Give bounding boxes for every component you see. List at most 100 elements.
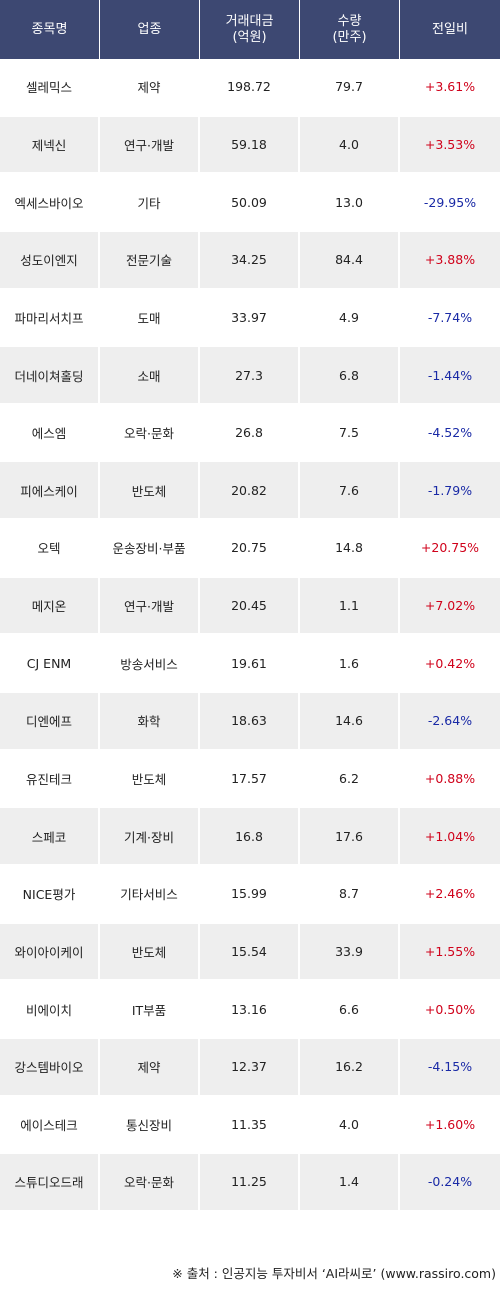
stock-volume: 13.0	[300, 174, 400, 230]
stock-change: +7.02%	[424, 598, 476, 614]
stock-change: +1.60%	[424, 1116, 476, 1132]
stock-name: 스페코	[0, 808, 100, 864]
header-volume: 수량 (만주)	[300, 0, 400, 59]
stock-name: 파마리서치프	[0, 289, 100, 346]
stock-sector: 반도체	[100, 923, 200, 980]
stock-volume: 17.6	[300, 808, 400, 864]
header-name-label: 종목명	[31, 21, 68, 37]
table-row: NICE평가 기타서비스 15.99 8.7 +2.46%	[0, 865, 500, 924]
stock-amount: 11.35	[200, 1096, 300, 1153]
table-row: 강스템바이오 제약 12.37 16.2 -4.15%	[0, 1038, 500, 1097]
stock-name: 피에스케이	[0, 462, 100, 519]
stock-sector: 운송장비·부품	[100, 520, 200, 576]
stock-change: -29.95%	[423, 194, 477, 210]
stock-volume: 6.6	[300, 981, 400, 1037]
stock-change: -2.64%	[427, 713, 473, 729]
stock-volume: 14.8	[300, 520, 400, 576]
stock-amount: 20.75	[200, 520, 300, 576]
header-amount-label: 거래대금 (억원)	[225, 13, 274, 45]
stock-change: +1.04%	[424, 828, 476, 844]
stock-change: -0.24%	[427, 1174, 473, 1190]
table-row: 에스엠 오락·문화 26.8 7.5 -4.52%	[0, 404, 500, 463]
stock-sector: 기타	[100, 174, 200, 230]
table-row: 스페코 기계·장비 16.8 17.6 +1.04%	[0, 808, 500, 866]
header-change-label: 전일비	[432, 21, 468, 37]
table-row: 와이아이케이 반도체 15.54 33.9 +1.55%	[0, 923, 500, 982]
table-row: 오텍 운송장비·부품 20.75 14.8 +20.75%	[0, 520, 500, 578]
stock-volume: 33.9	[300, 923, 400, 980]
header-change: 전일비	[400, 0, 500, 59]
stock-sector: 연구·개발	[100, 116, 200, 173]
stock-change: -7.74%	[427, 309, 473, 325]
stock-sector: 반도체	[100, 462, 200, 519]
stock-volume: 1.4	[300, 1154, 400, 1210]
stock-sector: 제약	[100, 59, 200, 115]
stock-name: 엑세스바이오	[0, 174, 100, 230]
table-body: 셀레믹스 제약 198.72 79.7 +3.61% 제넥신 연구·개발 59.18 4.0 +3…	[0, 59, 500, 1212]
stock-volume: 14.6	[300, 693, 400, 749]
stock-name: 에스엠	[0, 404, 100, 461]
stock-amount: 15.99	[200, 865, 300, 922]
stock-amount: 27.3	[200, 347, 300, 403]
table-header: 종목명 업종 거래대금 (억원) 수량 (만주) 전일비	[0, 0, 500, 59]
stock-name: 메지온	[0, 577, 100, 634]
stock-change: -1.44%	[427, 367, 473, 383]
stock-change: -4.15%	[427, 1059, 473, 1075]
stock-change: +1.55%	[424, 943, 476, 959]
stock-volume: 7.5	[300, 404, 400, 461]
stock-name: 셀레믹스	[0, 59, 100, 115]
table-row: CJ ENM 방송서비스 19.61 1.6 +0.42%	[0, 635, 500, 694]
stock-sector: 기타서비스	[100, 865, 200, 922]
stock-amount: 26.8	[200, 404, 300, 461]
stock-name: 와이아이케이	[0, 923, 100, 980]
stock-sector: 소매	[100, 347, 200, 403]
stock-name: 에이스테크	[0, 1096, 100, 1153]
stock-volume: 7.6	[300, 462, 400, 519]
stock-amount: 19.61	[200, 635, 300, 692]
table-row: 성도이엔지 전문기술 34.25 84.4 +3.88%	[0, 231, 500, 290]
stock-volume: 4.0	[300, 116, 400, 173]
stock-amount: 15.54	[200, 923, 300, 980]
stock-sector: 화학	[100, 693, 200, 749]
stock-sector: 오락·문화	[100, 404, 200, 461]
stock-name: 디엔에프	[0, 693, 100, 749]
header-sector: 업종	[100, 0, 200, 59]
table-row: 유진테크 반도체 17.57 6.2 +0.88%	[0, 750, 500, 809]
table-row: 더네이쳐홀딩 소매 27.3 6.8 -1.44%	[0, 347, 500, 405]
stock-change: +0.50%	[424, 1001, 476, 1017]
table-row: 비에이치 IT부품 13.16 6.6 +0.50%	[0, 981, 500, 1039]
stock-volume: 1.1	[300, 577, 400, 634]
table-row: 디엔에프 화학 18.63 14.6 -2.64%	[0, 693, 500, 751]
header-name: 종목명	[0, 0, 100, 59]
table-row: 제넥신 연구·개발 59.18 4.0 +3.53%	[0, 116, 500, 175]
stock-name: 제넥신	[0, 116, 100, 173]
stock-change: +0.42%	[424, 655, 476, 671]
stock-amount: 50.09	[200, 174, 300, 230]
stock-amount: 33.97	[200, 289, 300, 346]
stock-volume: 16.2	[300, 1038, 400, 1095]
stock-name: NICE평가	[0, 865, 100, 922]
header-sector-label: 업종	[137, 21, 162, 37]
stock-change: +3.53%	[424, 136, 476, 152]
stock-amount: 18.63	[200, 693, 300, 749]
stock-volume: 6.8	[300, 347, 400, 403]
stock-amount: 12.37	[200, 1038, 300, 1095]
stock-amount: 17.57	[200, 750, 300, 807]
stock-sector: 오락·문화	[100, 1154, 200, 1210]
stock-volume: 84.4	[300, 231, 400, 288]
stock-sector: 제약	[100, 1038, 200, 1095]
stock-sector: 통신장비	[100, 1096, 200, 1153]
source-footer: ※ 출처 : 인공지능 투자비서 ‘AI라씨로’ (www.rassiro.co…	[172, 1265, 496, 1281]
stock-amount: 34.25	[200, 231, 300, 288]
stock-volume: 4.0	[300, 1096, 400, 1153]
stock-change: -1.79%	[427, 482, 473, 498]
stock-amount: 11.25	[200, 1154, 300, 1210]
table-row: 엑세스바이오 기타 50.09 13.0 -29.95%	[0, 174, 500, 232]
stock-amount: 59.18	[200, 116, 300, 173]
stock-name: 오텍	[0, 520, 100, 576]
stock-amount: 20.45	[200, 577, 300, 634]
stock-volume: 1.6	[300, 635, 400, 692]
stock-change: +3.88%	[424, 252, 476, 268]
stock-name: 강스템바이오	[0, 1038, 100, 1095]
table-row: 스튜디오드래 오락·문화 11.25 1.4 -0.24%	[0, 1154, 500, 1212]
